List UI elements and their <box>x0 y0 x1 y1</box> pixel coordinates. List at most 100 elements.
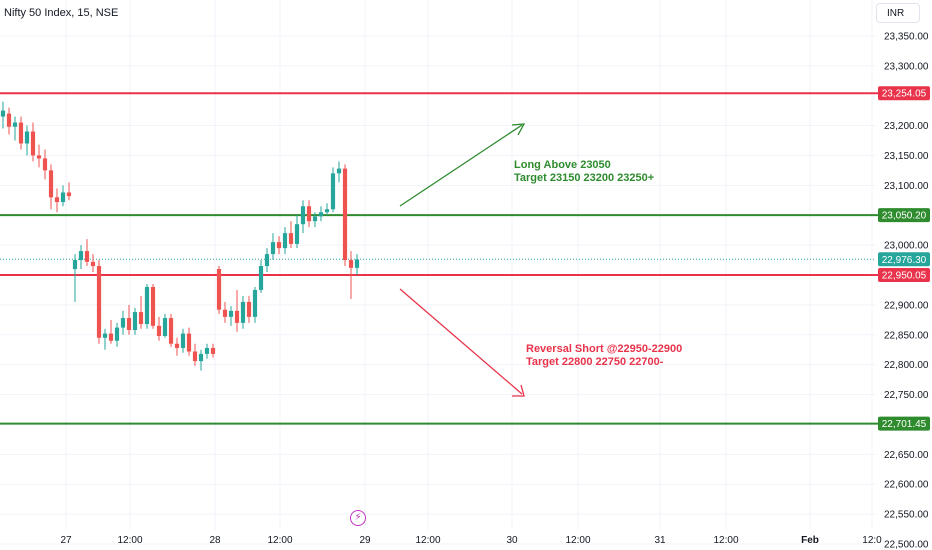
candle <box>132 307 138 335</box>
candle-body <box>6 113 12 127</box>
candle <box>354 254 360 275</box>
y-tick-label: 22,850.00 <box>884 330 929 341</box>
candle-body <box>108 333 114 341</box>
candle-body <box>162 318 168 336</box>
x-tick-label: 27 <box>60 535 72 546</box>
candle-body <box>294 224 300 244</box>
candle <box>156 316 162 341</box>
candle <box>84 239 90 267</box>
candle-body <box>132 312 138 330</box>
level-price-label: 22,950.05 <box>882 270 927 281</box>
candle-body <box>240 301 246 323</box>
candle-body <box>90 261 96 267</box>
candle-body <box>48 170 54 198</box>
candle <box>342 164 348 267</box>
currency-button[interactable]: INR <box>876 3 920 23</box>
candle-body <box>324 209 330 213</box>
candle <box>222 301 228 323</box>
x-tick-label: 12:00 <box>415 535 440 546</box>
candle <box>78 245 84 270</box>
candle-body <box>276 242 282 249</box>
candle <box>324 203 330 216</box>
price-axis[interactable]: 23,350.00 23,300.00 23,200.00 23,150.00 23,1… <box>878 31 930 550</box>
x-tick-label: Feb <box>801 535 819 546</box>
long-annotation: Long Above 23050 Target 23150 23200 2325… <box>514 159 654 185</box>
candle <box>90 254 96 273</box>
candle-body <box>234 310 240 323</box>
y-tick-label: 22,500.00 <box>884 540 929 550</box>
candle-body <box>168 318 174 344</box>
candle-body <box>174 343 180 348</box>
candle <box>36 144 42 168</box>
level-price-label: 23,050.20 <box>882 211 927 222</box>
time-axis[interactable]: 27 12:00 28 12:00 29 12:00 30 12:00 31 12:00 Feb 12… <box>60 535 882 546</box>
y-tick-label: 22,900.00 <box>884 300 929 311</box>
candle <box>198 349 204 371</box>
candle <box>30 122 36 162</box>
y-tick-label: 23,100.00 <box>884 181 929 192</box>
candle-body <box>114 327 120 341</box>
candle-body <box>204 347 210 354</box>
y-tick-label: 22,750.00 <box>884 390 929 401</box>
flash-icon[interactable]: ⚡ <box>350 510 366 526</box>
candle <box>336 161 342 183</box>
candle-body <box>222 309 228 317</box>
candle <box>348 251 354 299</box>
long-annotation-line1: Long Above 23050 <box>514 159 611 171</box>
candle <box>306 200 312 228</box>
short-annotation-line1: Reversal Short @22950-22900 <box>526 343 683 355</box>
y-tick-label: 22,550.00 <box>884 510 929 521</box>
candle-body <box>126 318 132 330</box>
candle <box>60 185 66 207</box>
x-tick-label: 12:00 <box>267 535 292 546</box>
candle <box>234 289 240 332</box>
candle <box>264 248 270 273</box>
level-price-tag <box>878 86 930 101</box>
candle <box>48 164 54 210</box>
candle-body <box>228 310 234 317</box>
candle <box>228 306 234 326</box>
candle-body <box>336 168 342 174</box>
candle-body <box>54 197 60 203</box>
candle <box>210 343 216 358</box>
candle-body <box>42 158 48 171</box>
candle-body <box>0 110 6 117</box>
level-price-tag <box>878 267 930 282</box>
horizontal-levels <box>0 92 878 425</box>
candle-body <box>96 266 102 338</box>
candle-body <box>348 260 354 268</box>
candle-body <box>24 131 30 144</box>
y-tick-label: 22,600.00 <box>884 480 929 491</box>
short-annotation: Reversal Short @22950-22900 Target 22800… <box>526 343 682 369</box>
candle <box>294 215 300 249</box>
candle <box>300 200 306 234</box>
candle-body <box>210 347 216 354</box>
candle-body <box>282 233 288 249</box>
current-price-tag <box>878 252 930 267</box>
candle <box>240 295 246 329</box>
x-tick-label: 29 <box>359 535 371 546</box>
level-price-label: 22,701.45 <box>882 419 927 430</box>
candle <box>168 313 174 347</box>
candle <box>312 212 318 228</box>
candle <box>330 167 336 213</box>
short-arrow-head <box>512 384 525 397</box>
candle-body <box>186 333 192 352</box>
candle <box>24 125 30 156</box>
candle-body <box>30 131 36 156</box>
candle-body <box>156 325 162 336</box>
long-arrow-head <box>511 123 526 136</box>
candle <box>252 286 258 323</box>
y-tick-label: 23,000.00 <box>884 241 929 252</box>
x-tick-label: 28 <box>209 535 221 546</box>
short-arrow-line <box>399 288 523 395</box>
candle <box>282 227 288 255</box>
candle <box>204 343 210 359</box>
candle-body <box>144 286 150 325</box>
candle <box>174 337 180 356</box>
short-annotation-line2: Target 22800 22750 22700- <box>526 356 664 368</box>
long-annotation-line2: Target 23150 23200 23250+ <box>514 172 655 184</box>
candle-body <box>342 168 348 261</box>
candle-body <box>102 333 108 338</box>
